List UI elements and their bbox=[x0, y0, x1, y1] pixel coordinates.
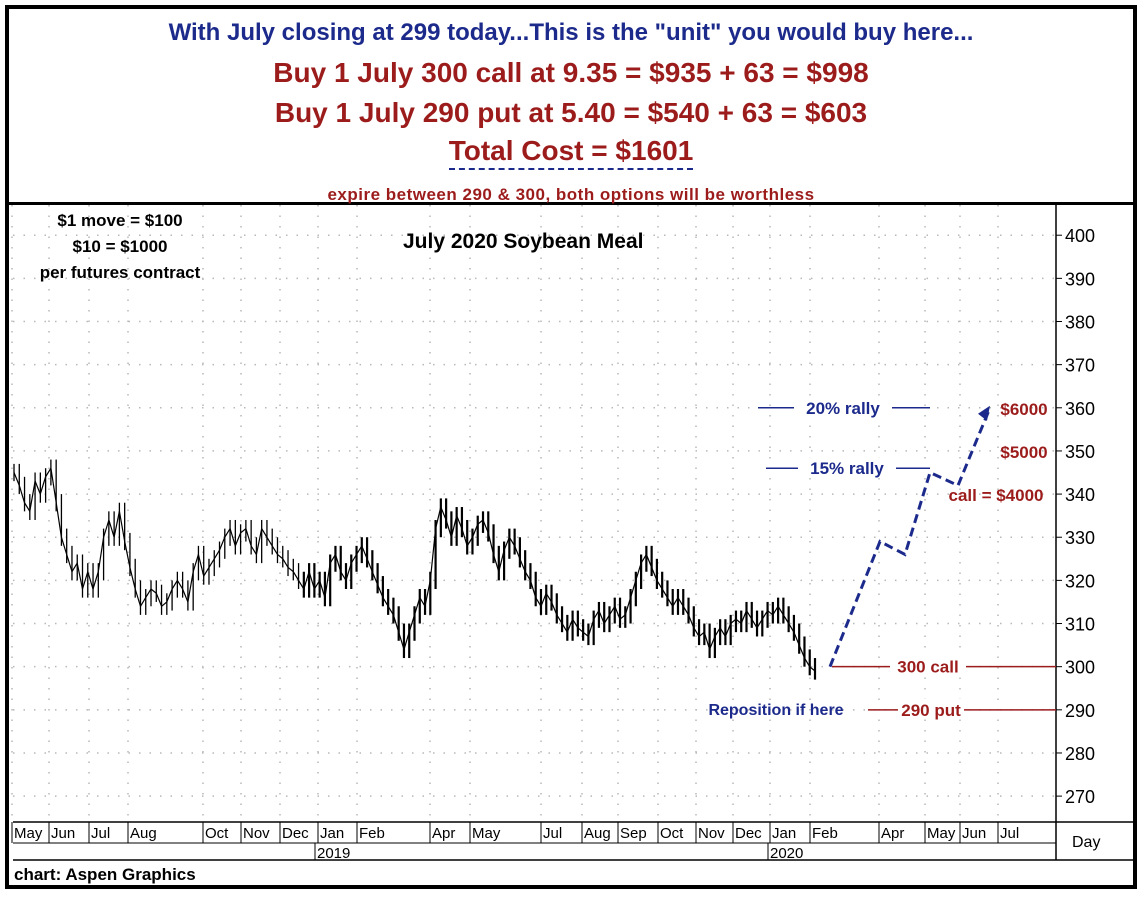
y-tick-label-340: 340 bbox=[1065, 485, 1095, 505]
value-label-2: call = $4000 bbox=[948, 486, 1043, 505]
chart-frame: With July closing at 299 today...This is… bbox=[5, 5, 1137, 889]
note-1: $10 = $1000 bbox=[72, 237, 167, 256]
level-label-300-call: 300 call bbox=[897, 658, 958, 677]
level-label-bg-20-rally bbox=[794, 396, 892, 417]
reposition-annotation: Reposition if here bbox=[708, 702, 843, 719]
level-label-20-rally: 20% rally bbox=[806, 399, 880, 418]
month-label-2: Jul bbox=[91, 825, 110, 842]
month-label-14: Oct bbox=[660, 825, 684, 842]
level-label-290-put: 290 put bbox=[901, 701, 961, 720]
y-tick-label-350: 350 bbox=[1065, 442, 1095, 462]
y-tick-label-280: 280 bbox=[1065, 744, 1095, 764]
month-label-7: Jan bbox=[320, 825, 344, 842]
projection-arrowhead bbox=[978, 405, 990, 421]
month-label-6: Dec bbox=[282, 825, 309, 842]
month-label-19: Apr bbox=[881, 825, 904, 842]
level-label-bg-15-rally bbox=[798, 457, 896, 478]
level-label-bg-290-put bbox=[898, 698, 964, 719]
month-label-22: Jul bbox=[1000, 825, 1019, 842]
y-tick-label-380: 380 bbox=[1065, 312, 1095, 332]
y-tick-label-390: 390 bbox=[1065, 269, 1095, 289]
note-2: per futures contract bbox=[40, 263, 201, 282]
chart-credit: chart: Aspen Graphics bbox=[14, 865, 196, 884]
y-tick-label-400: 400 bbox=[1065, 226, 1095, 246]
year-label-2020: 2020 bbox=[770, 845, 803, 862]
month-label-3: Aug bbox=[130, 825, 157, 842]
header-line-put: Buy 1 July 290 put at 5.40 = $540 + 63 =… bbox=[274, 97, 868, 128]
x-axis-label-day: Day bbox=[1072, 834, 1100, 851]
note-0: $1 move = $100 bbox=[57, 211, 182, 230]
month-label-5: Nov bbox=[243, 825, 270, 842]
y-tick-label-300: 300 bbox=[1065, 658, 1095, 678]
y-tick-label-290: 290 bbox=[1065, 701, 1095, 721]
month-label-21: Jun bbox=[962, 825, 986, 842]
month-label-8: Feb bbox=[359, 825, 385, 842]
level-label-15-rally: 15% rally bbox=[810, 459, 884, 478]
month-label-12: Aug bbox=[584, 825, 611, 842]
y-tick-label-320: 320 bbox=[1065, 571, 1095, 591]
month-label-16: Dec bbox=[735, 825, 762, 842]
y-tick-label-370: 370 bbox=[1065, 356, 1095, 376]
header-line-expiry: expire between 290 & 300, both options w… bbox=[327, 185, 815, 204]
month-label-11: Jul bbox=[543, 825, 562, 842]
y-tick-label-360: 360 bbox=[1065, 399, 1095, 419]
month-label-9: Apr bbox=[432, 825, 455, 842]
y-tick-label-270: 270 bbox=[1065, 787, 1095, 807]
month-label-17: Jan bbox=[772, 825, 796, 842]
month-label-20: May bbox=[927, 825, 956, 842]
header-line-call: Buy 1 July 300 call at 9.35 = $935 + 63 … bbox=[273, 57, 869, 88]
month-label-4: Oct bbox=[205, 825, 229, 842]
header-line-closing: With July closing at 299 today...This is… bbox=[168, 19, 974, 46]
month-label-1: Jun bbox=[51, 825, 75, 842]
total-cost: Total Cost = $1601 bbox=[448, 135, 694, 170]
price-series-line bbox=[13, 466, 816, 672]
year-label-2019: 2019 bbox=[317, 845, 350, 862]
projection-line bbox=[828, 407, 992, 668]
y-tick-label-310: 310 bbox=[1065, 615, 1095, 635]
value-label-1: $5000 bbox=[1000, 443, 1047, 462]
month-label-13: Sep bbox=[620, 825, 647, 842]
level-label-bg-300-call bbox=[890, 655, 966, 676]
month-label-0: May bbox=[14, 825, 43, 842]
y-tick-label-330: 330 bbox=[1065, 528, 1095, 548]
header-panel: With July closing at 299 today...This is… bbox=[9, 9, 1133, 205]
chart-title: July 2020 Soybean Meal bbox=[403, 230, 643, 253]
value-label-0: $6000 bbox=[1000, 400, 1047, 419]
header-line-total: Total Cost = $1601 bbox=[9, 135, 1133, 170]
month-label-18: Feb bbox=[812, 825, 838, 842]
month-label-15: Nov bbox=[698, 825, 725, 842]
month-label-10: May bbox=[472, 825, 501, 842]
